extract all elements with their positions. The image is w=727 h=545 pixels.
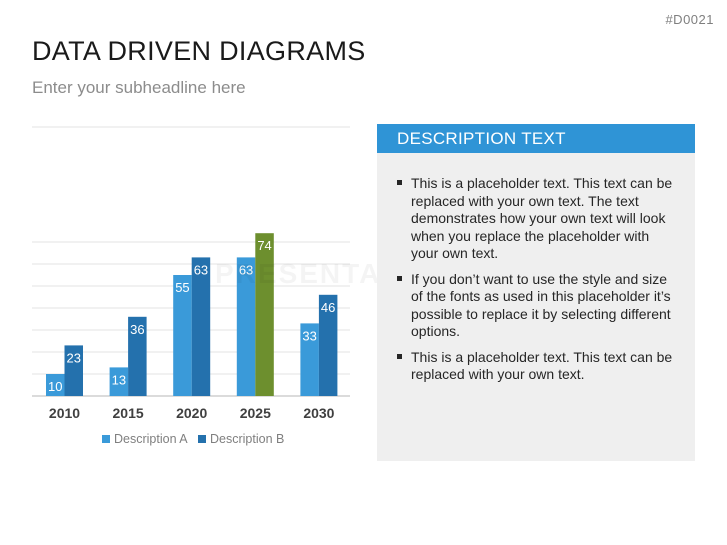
- data-label: 36: [130, 322, 144, 337]
- description-bullet: If you don’t want to use the style and s…: [397, 271, 677, 341]
- description-bullet-text: If you don’t want to use the style and s…: [411, 270, 671, 340]
- data-label: 13: [112, 372, 126, 387]
- legend-swatch: [102, 435, 110, 443]
- bar: [300, 323, 319, 396]
- x-tick-label: 2010: [49, 405, 80, 421]
- data-label: 74: [257, 238, 271, 253]
- bar: [46, 374, 65, 396]
- bullet-square-icon: [397, 180, 402, 185]
- data-label: 46: [321, 300, 335, 315]
- bar-chart: 10 23 2010 13 36 2015 55 63 2020 63 74 2025 33 46 2030…: [32, 120, 352, 460]
- data-label: 55: [175, 280, 189, 295]
- bar: [109, 367, 129, 396]
- bar: [255, 233, 274, 396]
- description-list: This is a placeholder text. This text ca…: [377, 153, 695, 384]
- bar: [191, 257, 211, 396]
- description-bullet-text: This is a placeholder text. This text ca…: [411, 348, 673, 383]
- legend-label: Description B: [210, 432, 284, 446]
- bullet-square-icon: [397, 275, 402, 281]
- x-tick-label: 2030: [303, 405, 334, 421]
- slide-id: #D0021: [665, 12, 714, 27]
- bar: [318, 294, 338, 396]
- data-label: 63: [194, 262, 208, 277]
- bar: [236, 257, 256, 396]
- bullet-square-icon: [397, 353, 402, 359]
- data-label: 10: [48, 379, 62, 394]
- description-bullet: This is a placeholder text. This text ca…: [397, 175, 677, 263]
- data-label: 33: [302, 328, 316, 343]
- legend-label: Description A: [114, 432, 188, 446]
- x-tick-label: 2020: [176, 405, 207, 421]
- description-bullet: This is a placeholder text. This text ca…: [397, 349, 677, 384]
- data-label: 63: [239, 262, 253, 277]
- x-tick-label: 2015: [113, 405, 144, 421]
- legend-swatch: [198, 435, 206, 443]
- bar-chart-svg: 10 23 2010 13 36 2015 55 63 2020 63 74 2025 33 46 2030…: [32, 126, 350, 446]
- description-heading: DESCRIPTION TEXT: [377, 124, 695, 153]
- description-panel: DESCRIPTION TEXT This is a placeholder t…: [377, 124, 695, 461]
- description-bullet-text: This is a placeholder text. This text ca…: [411, 175, 673, 261]
- x-tick-label: 2025: [240, 405, 271, 421]
- page-subtitle: Enter your subheadline here: [32, 78, 246, 97]
- bar: [173, 275, 192, 396]
- page-title: DATA DRIVEN DIAGRAMS: [32, 36, 366, 66]
- data-label: 23: [67, 350, 81, 365]
- bar: [128, 316, 147, 396]
- bar: [64, 345, 83, 396]
